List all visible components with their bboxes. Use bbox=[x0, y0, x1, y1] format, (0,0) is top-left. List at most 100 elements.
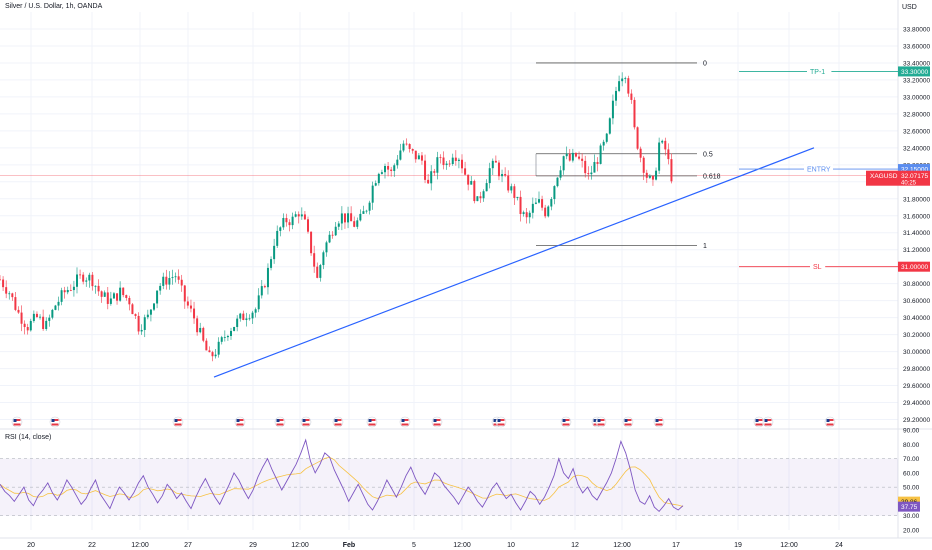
event-flag-icon bbox=[172, 416, 184, 428]
candle-body bbox=[417, 155, 420, 160]
candle-body bbox=[54, 305, 57, 310]
y-tick-label: 32.60000 bbox=[903, 128, 930, 135]
candle-body bbox=[590, 172, 593, 175]
candle-body bbox=[387, 166, 390, 170]
candle-body bbox=[322, 252, 325, 266]
y-tick-label: 29.60000 bbox=[903, 383, 930, 390]
candle-body bbox=[45, 320, 48, 330]
flag-canton bbox=[174, 419, 178, 422]
candle-body bbox=[17, 309, 20, 313]
candle-body bbox=[639, 148, 642, 158]
candle-body bbox=[125, 295, 128, 298]
candle-body bbox=[568, 153, 571, 161]
candle-body bbox=[226, 336, 229, 338]
candle-body bbox=[374, 183, 377, 186]
event-flag-icon bbox=[234, 416, 246, 428]
fib-level-label: 0 bbox=[703, 60, 707, 67]
candle-body bbox=[408, 144, 411, 149]
event-flag-icon bbox=[366, 416, 378, 428]
candle-body bbox=[180, 279, 183, 286]
flag-canton bbox=[493, 419, 497, 422]
trade-line-label: ENTRY bbox=[807, 167, 831, 174]
candle-body bbox=[559, 170, 562, 178]
candle-body bbox=[270, 259, 273, 268]
candle-body bbox=[88, 274, 91, 281]
flag-stripe bbox=[764, 419, 772, 421]
y-tick-label: 31.40000 bbox=[903, 230, 930, 237]
candle-body bbox=[205, 340, 208, 351]
rsi-value-tag bbox=[898, 501, 920, 512]
x-tick-label: 17 bbox=[672, 542, 680, 549]
candle-body bbox=[32, 313, 35, 321]
candle-body bbox=[365, 210, 368, 212]
candle-body bbox=[11, 293, 14, 298]
candle-body bbox=[325, 242, 328, 253]
candle-body bbox=[476, 196, 479, 202]
candle-body bbox=[340, 213, 343, 224]
flag-stripe bbox=[764, 421, 772, 423]
candle-body bbox=[448, 163, 451, 165]
flag-stripe bbox=[597, 419, 605, 421]
flag-stripe bbox=[655, 423, 663, 426]
event-flag-icon bbox=[11, 416, 23, 428]
candle-body bbox=[519, 196, 522, 215]
event-flag-icon bbox=[399, 416, 411, 428]
x-tick-label: 5 bbox=[412, 542, 416, 549]
flag-stripe bbox=[597, 423, 605, 426]
flag-canton bbox=[755, 419, 759, 422]
flag-stripe bbox=[826, 423, 834, 426]
candle-body bbox=[504, 174, 507, 176]
flag-canton bbox=[433, 419, 437, 422]
candle-body bbox=[8, 293, 11, 295]
flag-canton bbox=[401, 419, 405, 422]
candle-body bbox=[664, 140, 667, 150]
candle-body bbox=[621, 78, 624, 82]
candle-body bbox=[534, 202, 537, 204]
candle-body bbox=[85, 280, 88, 282]
candle-body bbox=[214, 354, 217, 357]
flag-stripe bbox=[624, 421, 632, 423]
candle-body bbox=[42, 316, 45, 330]
candle-body bbox=[165, 276, 168, 285]
candle-body bbox=[547, 206, 550, 217]
event-flag-icon bbox=[753, 416, 765, 428]
candle-body bbox=[285, 217, 288, 223]
flag-stripe bbox=[826, 421, 834, 423]
candle-body bbox=[131, 304, 134, 315]
x-tick-label: 12:00 bbox=[453, 542, 471, 549]
candle-body bbox=[470, 181, 473, 185]
y-tick-label: 33.40000 bbox=[903, 60, 930, 67]
flag-stripe bbox=[497, 421, 505, 423]
candle-body bbox=[633, 99, 636, 128]
candle-body bbox=[79, 274, 82, 276]
candle-body bbox=[337, 223, 340, 227]
candle-body bbox=[377, 173, 380, 184]
candle-body bbox=[461, 159, 463, 169]
y-tick-label: 32.40000 bbox=[903, 145, 930, 152]
flag-stripe bbox=[51, 421, 59, 423]
x-tick-label: 24 bbox=[835, 542, 843, 549]
flag-stripe bbox=[174, 419, 182, 421]
candle-body bbox=[451, 157, 454, 164]
event-flag-icon bbox=[495, 416, 507, 428]
trade-line-label: SL bbox=[813, 264, 822, 271]
candle-body bbox=[343, 213, 346, 223]
candle-body bbox=[273, 245, 276, 260]
candle-body bbox=[488, 168, 491, 184]
flag-stripe bbox=[236, 421, 244, 423]
candle-body bbox=[208, 350, 211, 353]
candle-body bbox=[596, 162, 599, 164]
candle-body bbox=[193, 308, 196, 319]
candle-body bbox=[390, 169, 393, 171]
candle-body bbox=[251, 312, 254, 319]
candle-body bbox=[300, 214, 303, 217]
y-tick-label: 30.40000 bbox=[903, 315, 930, 322]
price-tag-label: 32.15000 bbox=[901, 167, 928, 174]
flag-stripe bbox=[497, 423, 505, 426]
x-tick-label: 12 bbox=[571, 542, 579, 549]
candle-body bbox=[134, 314, 137, 316]
candle-body bbox=[611, 100, 614, 119]
flag-stripe bbox=[368, 423, 376, 426]
candle-body bbox=[310, 231, 313, 254]
